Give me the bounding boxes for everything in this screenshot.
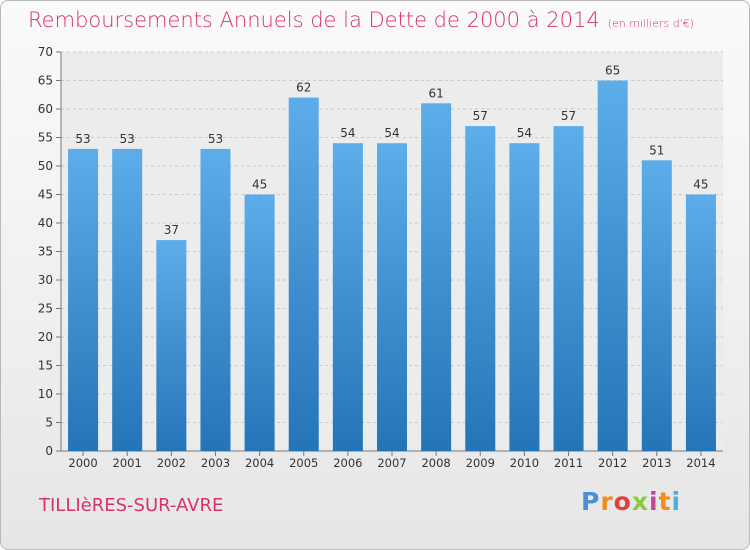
x-tick-label-2013: 2013 — [642, 456, 671, 470]
x-tick-label-2002: 2002 — [157, 456, 186, 470]
y-tick-label: 30 — [38, 273, 53, 287]
chart-title: Remboursements Annuels de la Dette de 20… — [28, 8, 694, 32]
commune-name: TILLIèRES-SUR-AVRE — [39, 495, 224, 516]
data-label-2010: 54 — [517, 126, 532, 140]
y-tick-label: 20 — [38, 330, 53, 344]
bar-2003 — [200, 148, 231, 451]
bar-2013 — [641, 160, 672, 452]
bar-2000 — [68, 148, 99, 451]
bar-2002 — [156, 240, 187, 451]
logo-letter: r — [600, 487, 614, 516]
y-tick-label: 65 — [38, 74, 53, 88]
data-label-2009: 57 — [473, 109, 488, 123]
bar-2006 — [332, 143, 363, 451]
y-tick-label: 50 — [38, 159, 53, 173]
bar-2014 — [685, 194, 716, 451]
x-tick-label-2006: 2006 — [333, 456, 362, 470]
bar-2009 — [465, 126, 496, 451]
bar-2010 — [509, 143, 540, 451]
y-tick-label: 5 — [45, 416, 53, 430]
x-tick-label-2012: 2012 — [598, 456, 627, 470]
bar-2011 — [553, 126, 584, 451]
bar-2008 — [421, 103, 452, 452]
x-tick-label-2014: 2014 — [686, 456, 715, 470]
y-tick-label: 35 — [38, 245, 53, 259]
y-tick-label: 10 — [38, 387, 53, 401]
bar-2012 — [597, 80, 628, 451]
x-tick-label-2005: 2005 — [289, 456, 318, 470]
x-tick-label-2008: 2008 — [421, 456, 450, 470]
bar-2004 — [244, 194, 275, 451]
x-tick-label-2009: 2009 — [466, 456, 495, 470]
y-tick-label: 40 — [38, 216, 53, 230]
logo-letter: P — [581, 487, 601, 516]
y-tick-label: 15 — [38, 359, 53, 373]
chart-subtitle: (en milliers d'€) — [607, 17, 694, 30]
data-label-2007: 54 — [384, 126, 399, 140]
data-label-2004: 45 — [252, 178, 267, 192]
bar-2001 — [112, 148, 143, 451]
x-tick-label-2010: 2010 — [510, 456, 539, 470]
chart-title-text: Remboursements Annuels de la Dette de 20… — [28, 8, 600, 32]
data-label-2000: 53 — [75, 132, 90, 146]
data-label-2014: 45 — [693, 178, 708, 192]
bar-2005 — [288, 97, 319, 451]
y-tick-label: 70 — [38, 45, 53, 59]
x-tick-label-2007: 2007 — [377, 456, 406, 470]
logo-letter: i — [671, 487, 682, 516]
data-label-2006: 54 — [340, 126, 355, 140]
logo-letter: x — [631, 487, 649, 516]
bar-2007 — [376, 143, 408, 451]
bar-chart: 0 5 10 15 20 25 30 35 40 45 50 55 60 65 70 53 2000 53 2001… — [38, 45, 723, 470]
data-label-2002: 37 — [164, 223, 179, 237]
data-label-2008: 61 — [428, 86, 443, 100]
data-label-2003: 53 — [208, 132, 223, 146]
data-label-2001: 53 — [120, 132, 135, 146]
x-tick-label-2004: 2004 — [245, 456, 274, 470]
logo-letter: o — [613, 487, 632, 516]
y-tick-label: 45 — [38, 188, 53, 202]
y-tick-label: 55 — [38, 131, 53, 145]
x-tick-label-2003: 2003 — [201, 456, 230, 470]
y-tick-label: 25 — [38, 302, 53, 316]
logo-letter: t — [658, 487, 672, 516]
y-tick-label: 0 — [45, 444, 53, 458]
x-tick-label-2001: 2001 — [113, 456, 142, 470]
proxiti-logo: Proxiti — [581, 487, 681, 516]
data-label-2013: 51 — [649, 143, 664, 157]
x-tick-label-2000: 2000 — [68, 456, 97, 470]
data-label-2012: 65 — [605, 64, 620, 78]
x-tick-label-2011: 2011 — [554, 456, 583, 470]
data-label-2011: 57 — [561, 109, 576, 123]
data-label-2005: 62 — [296, 81, 311, 95]
y-tick-label: 60 — [38, 102, 53, 116]
logo-letter: i — [649, 487, 659, 516]
